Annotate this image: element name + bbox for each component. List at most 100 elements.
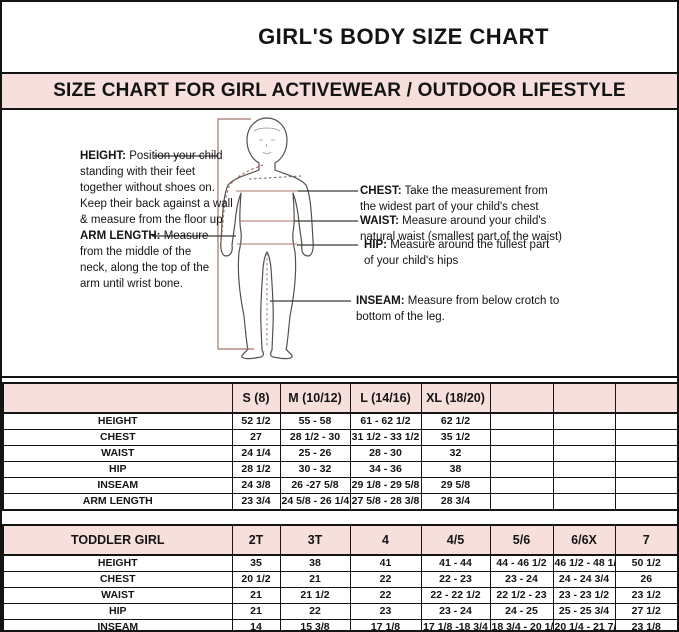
table-row: HIP 21 22 23 23 - 24 24 - 25 25 - 25 3/4 27 1/2 (2, 603, 677, 620)
cell: 28 1/2 - 30 (279, 429, 351, 446)
column-header (614, 382, 677, 414)
cell: 61 - 62 1/2 (349, 412, 422, 430)
banner-text: SIZE CHART FOR GIRL ACTIVEWEAR / OUTDOOR… (53, 80, 626, 101)
cell: 62 1/2 (420, 412, 491, 430)
cell: 24 5/8 - 26 1/4 (279, 493, 351, 511)
row-label: HEIGHT (2, 554, 233, 572)
cell (614, 493, 677, 511)
cell: 25 - 26 (279, 445, 351, 462)
table-divider (2, 511, 677, 524)
chest-text: Take the measurement from the widest par… (360, 185, 548, 213)
column-header (552, 382, 616, 414)
banner: SIZE CHART FOR GIRL ACTIVEWEAR / OUTDOOR… (2, 74, 677, 110)
table-row: WAIST 24 1/4 25 - 26 28 - 30 32 (2, 445, 677, 462)
cell (552, 493, 616, 511)
cell: 20 1/4 - 21 7/8 (552, 619, 616, 630)
cell (552, 412, 616, 430)
column-header: XL (18/20) (420, 382, 491, 414)
cell: 22 (349, 587, 422, 604)
toddler-size-table: TODDLER GIRL 2T 3T 4 4/5 5/6 6/6X 7 HEIGHT 35 38 4… (2, 524, 677, 630)
cell: 25 - 25 3/4 (552, 603, 616, 620)
table-row: HEIGHT 52 1/2 55 - 58 61 - 62 1/2 62 1/2 (2, 412, 677, 430)
cell: 14 (231, 619, 281, 630)
table-row: CHEST 20 1/2 21 22 22 - 23 23 - 24 24 - 24 3/4… (2, 571, 677, 588)
header-row: S (8) M (10/12) L (14/16) XL (18/20) (2, 382, 677, 414)
arm-length-text: Measure from the middle of the neck, alo… (80, 230, 210, 290)
chest-annotation: CHEST: Take the measurement from the wid… (360, 183, 640, 215)
cell: 17 1/8 -18 3/4 (420, 619, 491, 630)
table-row: ARM LENGTH 23 3/4 24 5/8 - 26 1/4 27 5/8 - … (2, 493, 677, 511)
row-label: WAIST (2, 587, 233, 604)
cell (489, 445, 554, 462)
cell (614, 461, 677, 478)
cell: 26 -27 5/8 (279, 477, 351, 494)
cell (552, 477, 616, 494)
cell: 23 - 24 (420, 603, 491, 620)
cell (614, 429, 677, 446)
cell: 21 (279, 571, 351, 588)
column-header: 5/6 (489, 524, 554, 556)
cell: 31 1/2 - 33 1/2 (349, 429, 422, 446)
row-label: INSEAM (2, 477, 233, 494)
cell: 50 1/2 (614, 554, 677, 572)
inseam-annotation: INSEAM: Measure from below crotch to bot… (356, 293, 636, 325)
cell (489, 412, 554, 430)
cell: 22 - 23 (420, 571, 491, 588)
arm-length-annotation: ARM LENGTH: Measure from the middle of t… (80, 228, 265, 292)
cell: 26 (614, 571, 677, 588)
cell: 24 1/4 (231, 445, 281, 462)
table-row: WAIST 21 21 1/2 22 22 - 22 1/2 22 1/2 - 23 23 … (2, 587, 677, 604)
column-header (489, 382, 554, 414)
row-label: HEIGHT (2, 412, 233, 430)
cell: 15 3/8 (279, 619, 351, 630)
cell: 41 - 44 (420, 554, 491, 572)
cell: 22 (279, 603, 351, 620)
row-label: CHEST (2, 429, 233, 446)
face-details (253, 127, 281, 154)
cell: 22 - 22 1/2 (420, 587, 491, 604)
inseam-keyword: INSEAM: (356, 295, 405, 307)
measurement-diagram: HEIGHT: Position your child standing wit… (2, 110, 677, 378)
cell: 27 5/8 - 28 3/8 (349, 493, 422, 511)
height-keyword: HEIGHT: (80, 150, 126, 162)
cell: 20 1/2 (231, 571, 281, 588)
row-label: HIP (2, 461, 233, 478)
cell: 23 - 24 (489, 571, 554, 588)
cell: 23 - 23 1/2 (552, 587, 616, 604)
cell: 34 - 36 (349, 461, 422, 478)
cell: 35 1/2 (420, 429, 491, 446)
header-row: TODDLER GIRL 2T 3T 4 4/5 5/6 6/6X 7 (2, 524, 677, 556)
column-header: 4/5 (420, 524, 491, 556)
cell: 44 - 46 1/2 (489, 554, 554, 572)
cell: 55 - 58 (279, 412, 351, 430)
cell: 29 5/8 (420, 477, 491, 494)
cell: 21 1/2 (279, 587, 351, 604)
cell: 41 (349, 554, 422, 572)
inseam-text: Measure from below crotch to bottom of t… (356, 295, 560, 323)
cell: 23 1/8 (614, 619, 677, 630)
table-row: HIP 28 1/2 30 - 32 34 - 36 38 (2, 461, 677, 478)
cell (614, 412, 677, 430)
height-annotation: HEIGHT: Position your child standing wit… (80, 148, 265, 228)
cell (552, 445, 616, 462)
cell (552, 429, 616, 446)
column-header: 4 (349, 524, 422, 556)
cell: 18 3/4 - 20 1/4 (489, 619, 554, 630)
chest-keyword: CHEST: (360, 185, 402, 197)
cell: 29 1/8 - 29 5/8 (349, 477, 422, 494)
column-header: S (8) (231, 382, 281, 414)
column-header (2, 382, 233, 414)
column-header: 6/6X (552, 524, 616, 556)
column-header: M (10/12) (279, 382, 351, 414)
cell: 28 1/2 (231, 461, 281, 478)
height-bracket-line (217, 118, 254, 350)
cell: 52 1/2 (231, 412, 281, 430)
cell: 38 (279, 554, 351, 572)
waist-annotation: WAIST: Measure around your child's natur… (360, 213, 640, 245)
row-label: HIP (2, 603, 233, 620)
cell: 21 (231, 587, 281, 604)
cell: 46 1/2 - 48 1/2 (552, 554, 616, 572)
cell: 24 3/8 (231, 477, 281, 494)
cell: 24 - 24 3/4 (552, 571, 616, 588)
